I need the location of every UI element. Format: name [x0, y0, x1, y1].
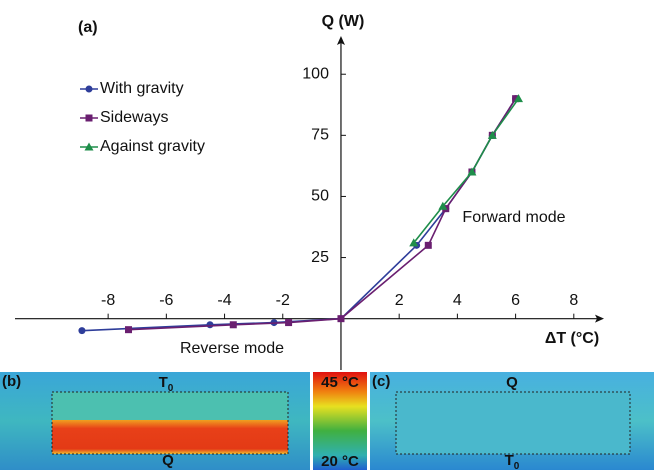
series-line: [81, 98, 517, 332]
outline: [51, 391, 289, 455]
x-tick-label: 4: [453, 292, 462, 309]
x-arrow: [595, 314, 604, 323]
sub: 0: [168, 383, 174, 394]
label-bottom: T0: [505, 452, 520, 470]
t: T: [505, 452, 514, 469]
y-tick-label: 50: [311, 188, 329, 205]
x-tick-label: 2: [395, 292, 404, 309]
y-tick-label: 25: [311, 249, 329, 266]
marker: [125, 326, 133, 334]
legend-label: Sideways: [100, 109, 168, 126]
marker: [512, 95, 520, 103]
marker: [487, 130, 497, 139]
scale-max: 45 °C: [321, 374, 359, 391]
panel-label: (c): [372, 373, 390, 390]
marker: [438, 201, 448, 210]
scale-min: 20 °C: [321, 453, 359, 470]
hot-region: [52, 420, 288, 454]
legend-label: With gravity: [100, 80, 184, 97]
marker: [206, 321, 214, 329]
legend-marker: [85, 114, 93, 122]
x-tick-label: 8: [569, 292, 578, 309]
marker: [229, 321, 237, 329]
marker: [78, 327, 86, 335]
x-axis-label: ΔT (°C): [545, 330, 599, 347]
y-axis-label: Q (W): [322, 13, 365, 30]
panel-label: (a): [78, 19, 98, 36]
label-top: Q: [506, 374, 518, 391]
y-arrow: [336, 36, 345, 45]
x-tick-label: -4: [217, 292, 231, 309]
legend-label: Against gravity: [100, 138, 205, 155]
scale-bar: [313, 372, 367, 470]
chart-a: Q (W) ΔT (°C) (a) Forward mode Reverse mode -…: [15, 13, 604, 370]
marker: [409, 238, 419, 247]
label-bottom: Q: [162, 452, 174, 469]
marker: [424, 241, 432, 249]
x-tick-label: -8: [101, 292, 115, 309]
marker: [467, 167, 477, 176]
outline: [395, 391, 631, 455]
x-tick-label: 6: [511, 292, 520, 309]
x-tick-label: -6: [159, 292, 173, 309]
marker: [337, 315, 345, 323]
legend-marker: [84, 142, 94, 151]
marker: [285, 319, 293, 327]
annotation: Forward mode: [462, 209, 565, 226]
annotation: Reverse mode: [180, 340, 284, 357]
legend-marker: [85, 85, 93, 93]
y-tick-label: 100: [302, 65, 329, 82]
sub: 0: [514, 461, 520, 470]
label-top: T0: [159, 374, 174, 394]
x-tick-label: -2: [276, 292, 290, 309]
thermal-image-b: (b) T0 Q: [0, 372, 310, 470]
t: T: [159, 374, 168, 391]
thermal-image-c: (c) Q T0: [370, 372, 654, 472]
panel-label: (b): [2, 373, 21, 390]
color-scale: 45 °C 20 °C: [313, 372, 367, 470]
y-tick-label: 75: [311, 127, 329, 144]
marker: [514, 94, 524, 103]
